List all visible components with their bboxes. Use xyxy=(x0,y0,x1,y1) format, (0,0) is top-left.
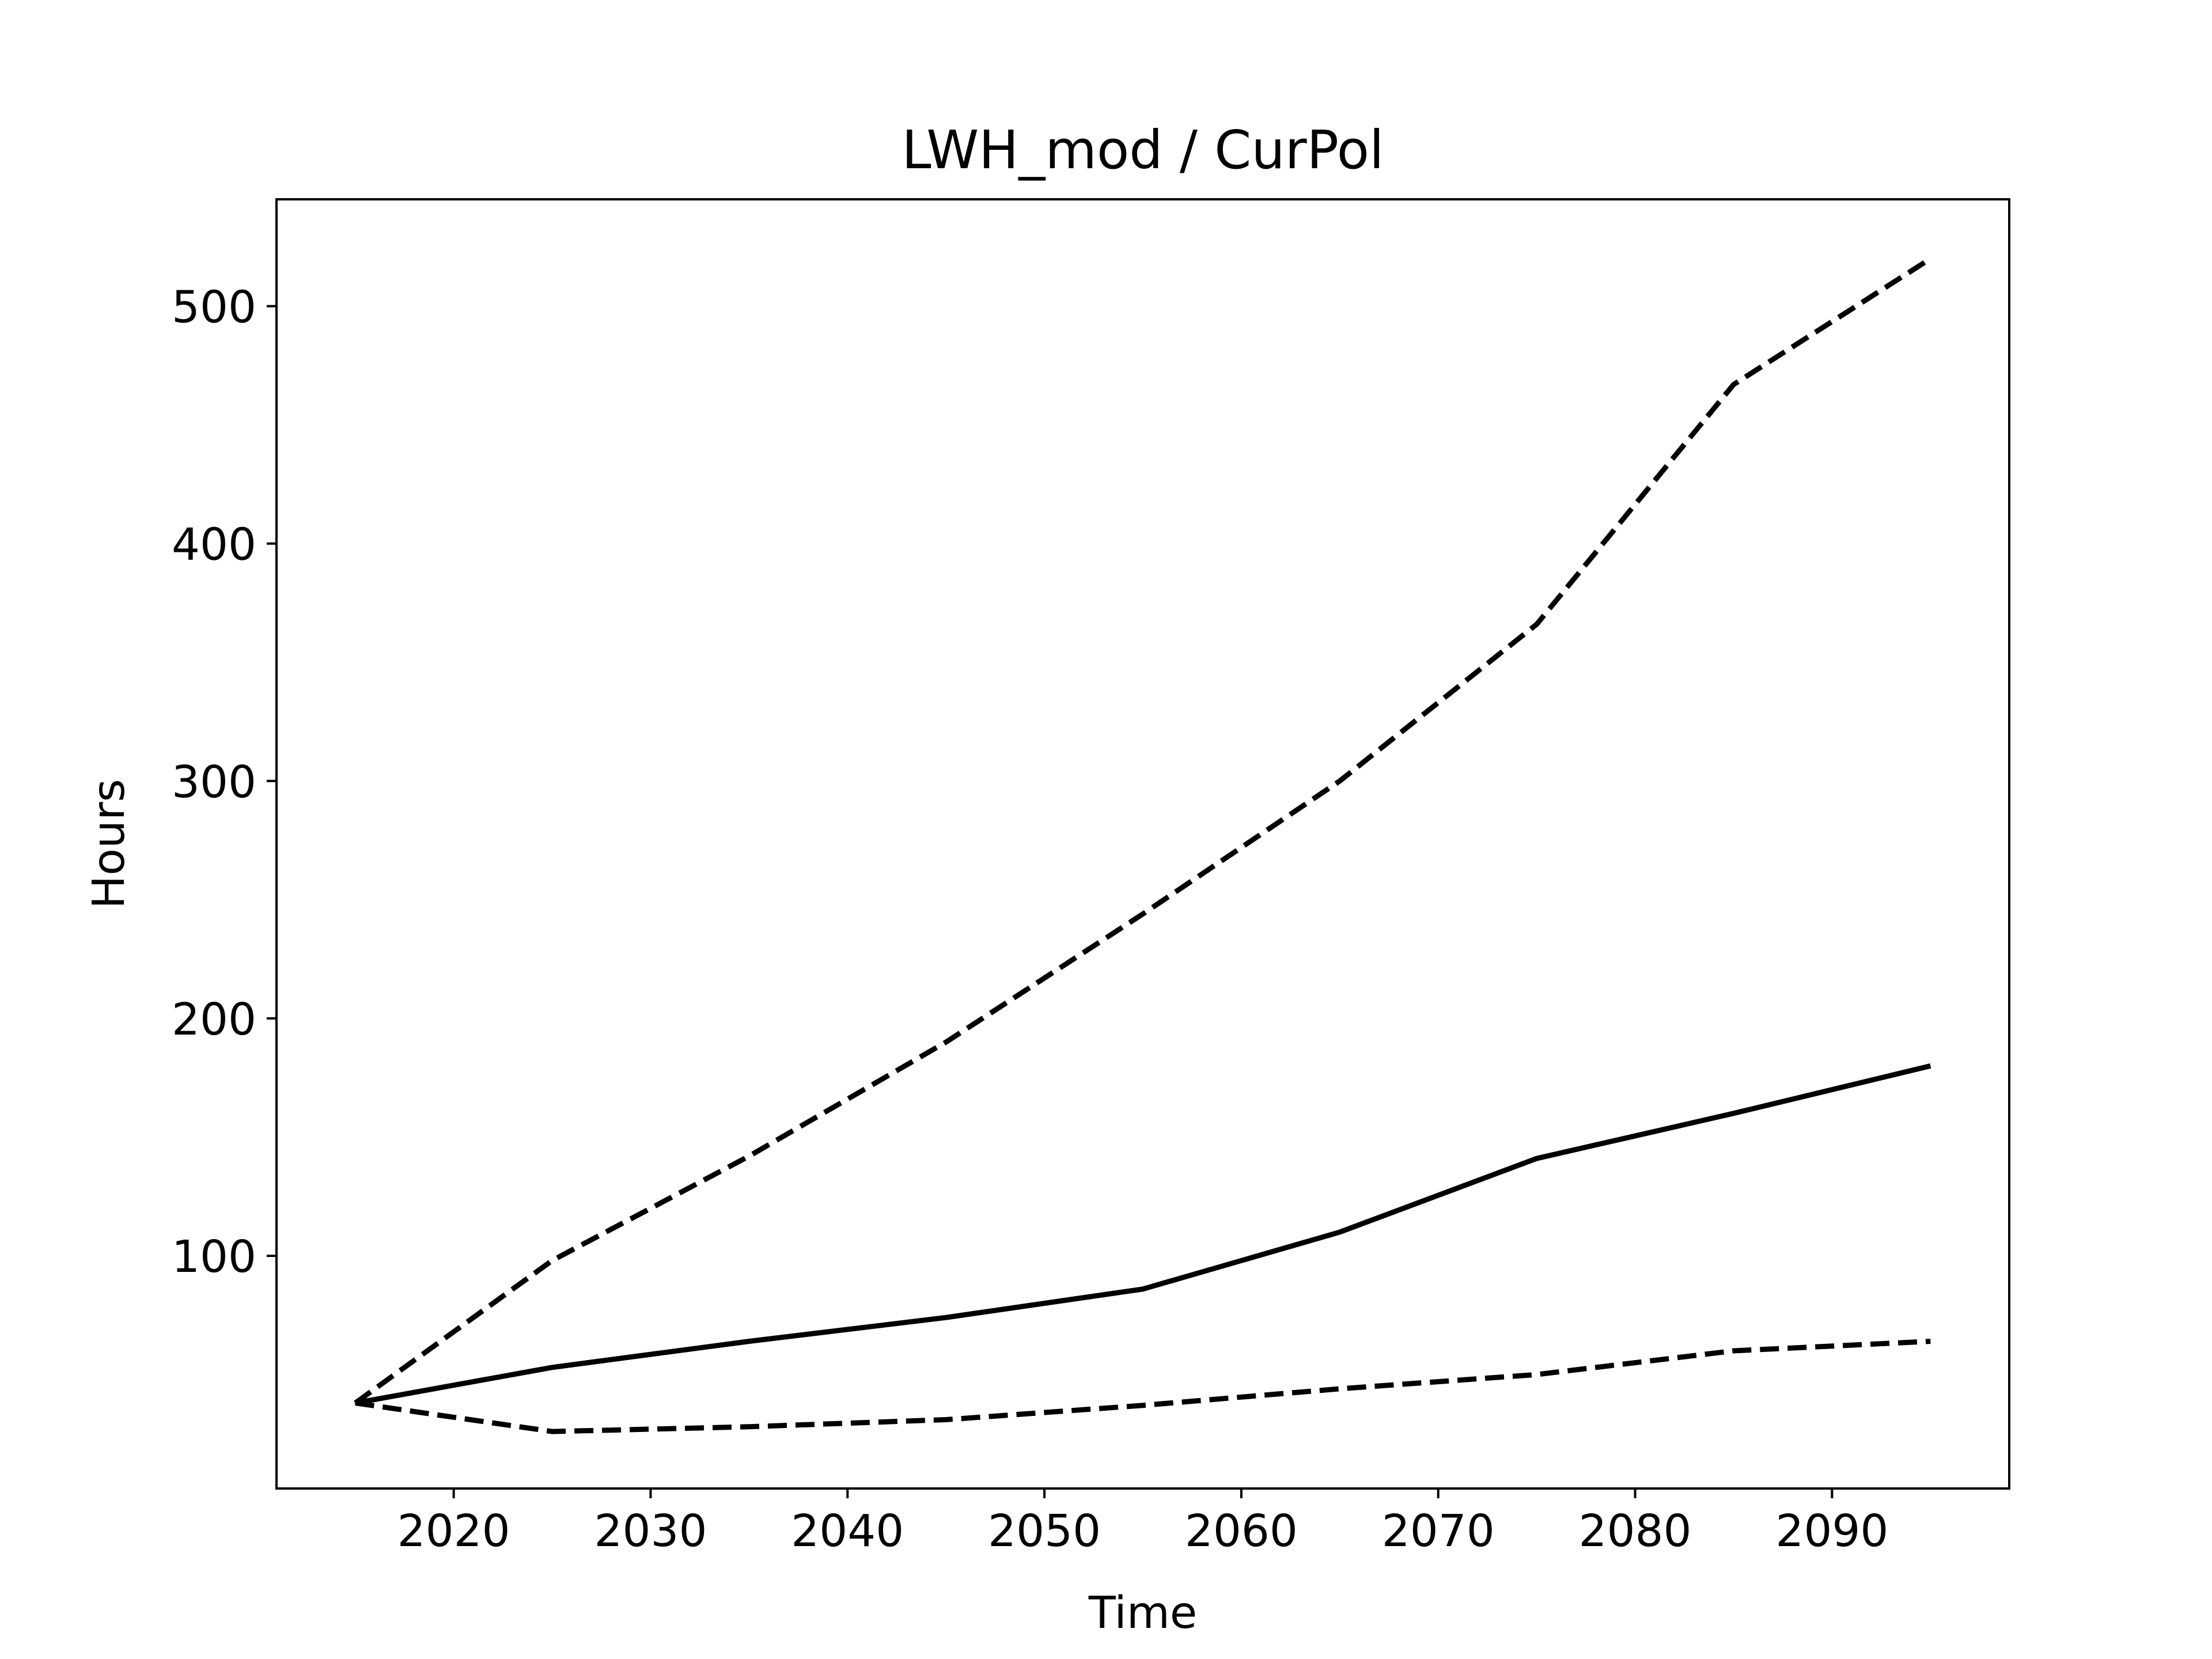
y-tick-label: 200 xyxy=(172,994,256,1046)
y-tick-label: 100 xyxy=(172,1232,256,1283)
y-tick-label: 400 xyxy=(172,520,256,571)
x-tick-label: 2040 xyxy=(791,1506,904,1557)
x-tick-label: 2090 xyxy=(1775,1506,1888,1557)
y-axis-label: Hours xyxy=(84,779,135,909)
x-tick-label: 2060 xyxy=(1185,1506,1298,1557)
ticks-layer: 2020 2030 2040 2050 2060 2070 2080 2090 100 200 30… xyxy=(172,282,1888,1557)
chart-title: LWH_mod / CurPol xyxy=(902,119,1384,181)
y-tick-label: 300 xyxy=(172,757,256,808)
median-series-line xyxy=(354,1063,1931,1406)
x-axis-label: Time xyxy=(1088,1588,1197,1639)
upper-dashed-series-line xyxy=(354,256,1932,1406)
series-layer xyxy=(354,256,1932,1434)
x-tick-label: 2030 xyxy=(594,1506,707,1557)
x-tick-label: 2020 xyxy=(397,1506,510,1557)
x-tick-label: 2080 xyxy=(1579,1506,1692,1557)
lower-dashed-series-line xyxy=(355,1339,1931,1434)
x-tick-label: 2070 xyxy=(1382,1506,1495,1557)
y-tick-label: 500 xyxy=(172,282,256,333)
plot-frame xyxy=(275,198,2010,1490)
x-tick-label: 2050 xyxy=(988,1506,1101,1557)
